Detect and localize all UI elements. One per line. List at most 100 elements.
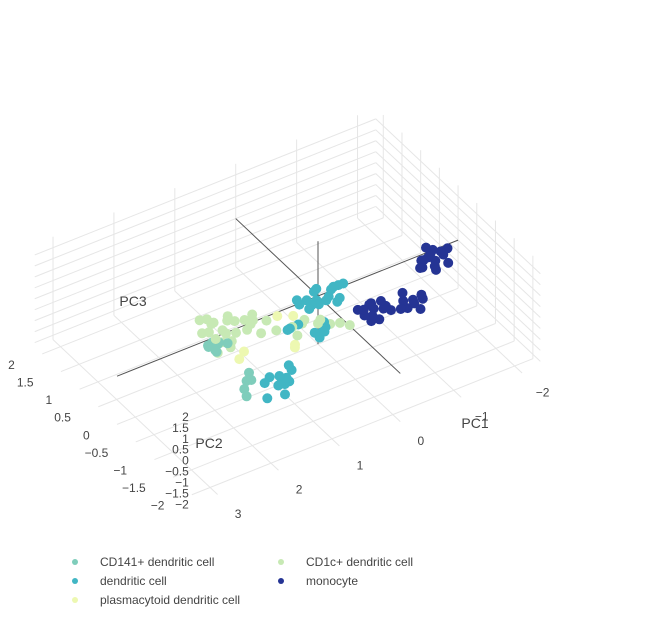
data-point[interactable]: [290, 339, 300, 350]
zero-line: [116, 239, 459, 377]
data-point[interactable]: [197, 328, 208, 339]
points-layer: [194, 242, 454, 404]
legend-label: CD141+ dendritic cell: [100, 555, 215, 569]
data-point[interactable]: [261, 315, 272, 326]
grid-line: [375, 118, 541, 275]
data-point[interactable]: [246, 375, 257, 385]
data-point[interactable]: [318, 325, 329, 336]
legend-marker: [72, 578, 78, 584]
y-tick-label: −0.5: [85, 446, 109, 460]
x-axis-title: PC1: [461, 415, 488, 431]
grid-line: [375, 173, 541, 329]
data-point[interactable]: [408, 294, 418, 305]
grid-line: [34, 195, 376, 333]
data-point[interactable]: [234, 354, 245, 365]
data-point[interactable]: [247, 309, 258, 320]
z-tick-label: 1: [182, 432, 189, 446]
z-tick-label: −1.5: [165, 487, 189, 501]
data-point[interactable]: [395, 304, 406, 314]
legend-marker: [278, 559, 284, 565]
data-point[interactable]: [291, 295, 302, 306]
scatter-3d-plot[interactable]: −2−10123−2−1.5−1−0.500.511.52−2−1.5−1−0.…: [0, 0, 669, 540]
data-point[interactable]: [375, 296, 386, 306]
x-tick-label: 2: [296, 483, 303, 497]
data-point[interactable]: [262, 393, 273, 404]
legend-marker: [72, 559, 78, 565]
grid-line: [34, 184, 376, 322]
data-point[interactable]: [259, 378, 270, 389]
grid-line: [34, 118, 376, 256]
data-point[interactable]: [334, 292, 345, 303]
data-point[interactable]: [288, 310, 299, 321]
data-point[interactable]: [443, 257, 454, 268]
grid-line: [172, 340, 515, 478]
grid-line: [191, 358, 534, 496]
data-point[interactable]: [280, 389, 290, 400]
z-tick-label: −2: [175, 497, 189, 511]
data-point[interactable]: [315, 314, 326, 325]
data-point[interactable]: [274, 371, 285, 381]
data-point[interactable]: [344, 320, 355, 331]
legend-marker: [278, 578, 284, 584]
grid-line: [34, 206, 376, 344]
legend-label: plasmacytoid dendritic cell: [100, 593, 241, 607]
data-point[interactable]: [239, 315, 250, 325]
y-tick-label: 0.5: [54, 411, 71, 425]
data-point[interactable]: [222, 311, 233, 322]
y-tick-label: −1.5: [122, 481, 146, 495]
data-point[interactable]: [210, 334, 221, 344]
grid-line: [375, 206, 541, 362]
data-point[interactable]: [366, 316, 377, 327]
grid-line: [34, 151, 376, 289]
y-tick-label: 2: [8, 358, 15, 372]
z-axis-title: PC3: [119, 293, 146, 309]
data-point[interactable]: [273, 380, 284, 391]
data-point[interactable]: [194, 315, 205, 326]
data-point[interactable]: [309, 327, 320, 338]
grid-line: [60, 235, 403, 373]
data-point[interactable]: [222, 338, 233, 349]
data-point[interactable]: [283, 360, 294, 371]
data-point[interactable]: [239, 346, 249, 357]
grid-line: [42, 217, 384, 355]
tick-labels: −2−10123−2−1.5−1−0.500.511.52−2−1.5−1−0.…: [8, 358, 550, 521]
data-point[interactable]: [415, 263, 426, 273]
grid-line: [98, 270, 440, 408]
data-point[interactable]: [421, 242, 431, 253]
data-point[interactable]: [435, 246, 446, 257]
data-point[interactable]: [321, 295, 332, 306]
grid-line: [375, 184, 541, 340]
data-point[interactable]: [326, 284, 336, 295]
data-point[interactable]: [203, 340, 213, 351]
data-point[interactable]: [335, 317, 345, 328]
y-tick-label: 0: [83, 428, 90, 442]
z-tick-label: 0.5: [172, 443, 189, 457]
grid-line: [34, 129, 376, 267]
data-point[interactable]: [397, 287, 408, 298]
data-point[interactable]: [221, 328, 231, 339]
grid-layer: [34, 114, 541, 496]
data-point[interactable]: [292, 330, 303, 341]
data-point[interactable]: [301, 295, 312, 306]
z-tick-label: 2: [182, 410, 189, 424]
data-point[interactable]: [311, 283, 322, 294]
grid-line: [375, 151, 541, 307]
data-point[interactable]: [241, 391, 252, 402]
data-point[interactable]: [256, 328, 267, 339]
data-point[interactable]: [272, 311, 283, 322]
x-tick-label: −2: [536, 385, 550, 399]
data-point[interactable]: [231, 327, 241, 338]
data-point[interactable]: [304, 304, 315, 314]
grid-line: [375, 162, 541, 318]
data-point[interactable]: [313, 299, 324, 310]
data-point[interactable]: [352, 304, 363, 315]
x-tick-label: 1: [357, 458, 364, 472]
x-tick-label: 0: [418, 434, 425, 448]
data-point[interactable]: [229, 316, 240, 327]
data-point[interactable]: [282, 325, 293, 335]
grid-line: [154, 323, 496, 461]
data-point[interactable]: [416, 289, 427, 300]
data-point[interactable]: [398, 295, 409, 306]
grid-line: [135, 305, 477, 443]
data-point[interactable]: [271, 325, 282, 336]
